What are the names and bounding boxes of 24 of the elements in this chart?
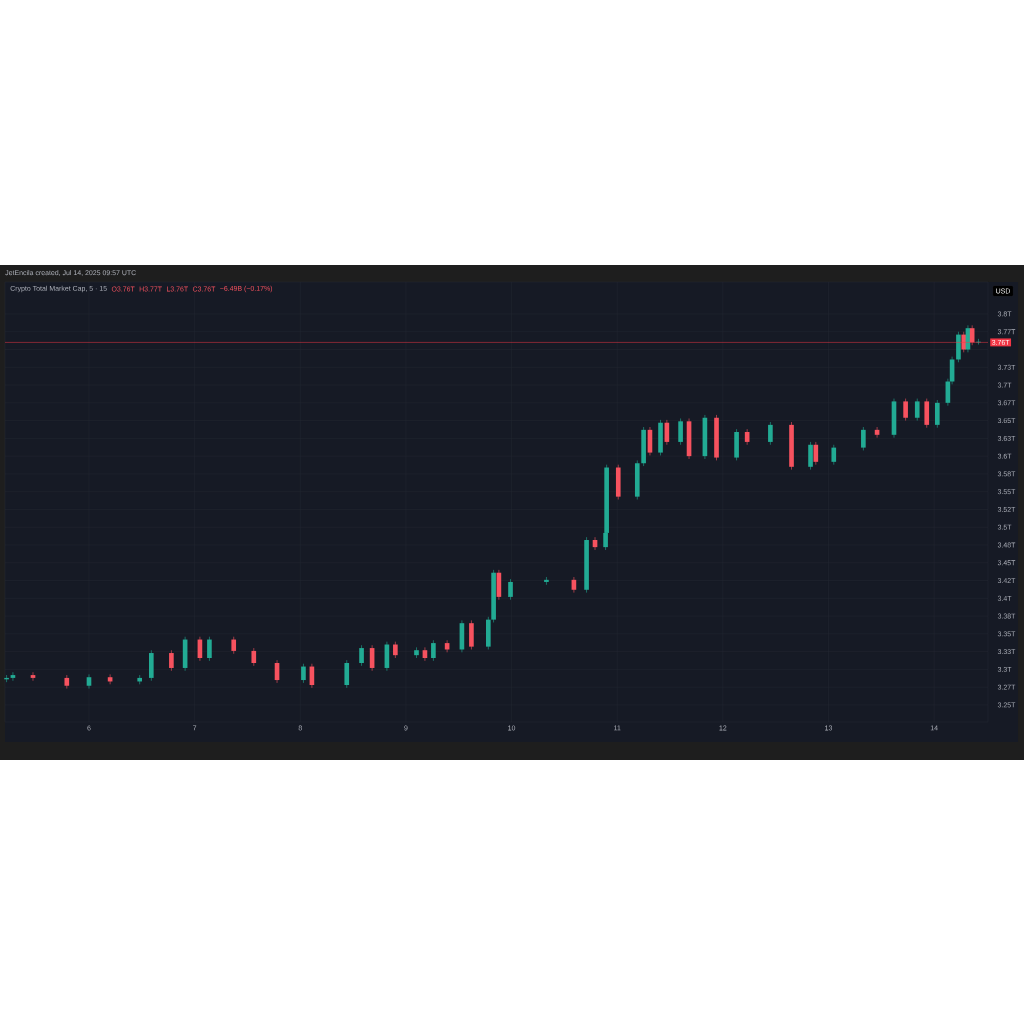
- candlestick: [808, 441, 813, 470]
- candlestick: [544, 576, 549, 586]
- candlestick: [169, 649, 174, 672]
- candlestick: [678, 418, 683, 446]
- candlestick: [10, 671, 16, 682]
- candlestick: [344, 659, 350, 689]
- candlestick: [831, 444, 837, 465]
- candlestick: [30, 671, 36, 682]
- candlestick: [914, 398, 920, 421]
- candlestick: [934, 399, 940, 429]
- candlestick: [813, 441, 819, 465]
- candlestick: [924, 398, 930, 429]
- candlestick: [414, 647, 419, 659]
- candlestick: [301, 663, 306, 684]
- candlestick: [86, 674, 92, 689]
- candlestick: [768, 421, 773, 446]
- candlestick: [207, 636, 212, 662]
- candlestick: [961, 331, 967, 353]
- candlestick: [508, 578, 513, 601]
- candlestick: [903, 398, 908, 421]
- candlestick: [861, 426, 866, 451]
- candlestick: [431, 639, 436, 662]
- candlestick: [469, 620, 474, 650]
- candlestick: [359, 644, 364, 667]
